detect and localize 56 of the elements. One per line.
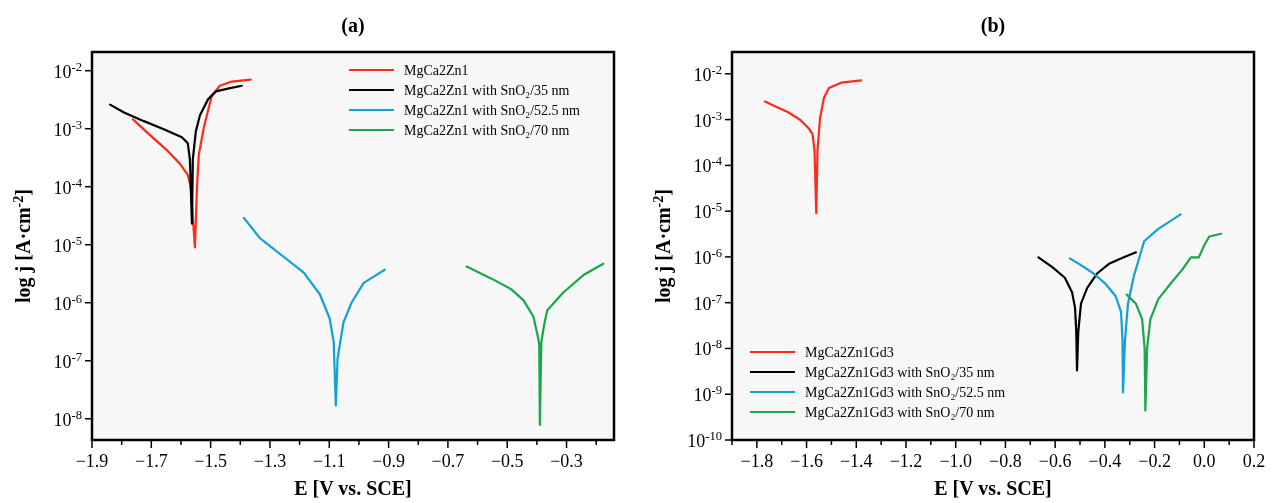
line-series: [1068, 213, 1182, 394]
x-tick-label: 0.2: [1242, 451, 1266, 471]
legend-label: MgCa2Zn1: [404, 63, 469, 78]
line-series: [242, 216, 386, 407]
x-tick-label: −1.1: [312, 451, 346, 471]
line-series: [763, 79, 863, 215]
x-tick-label: −0.8: [989, 451, 1022, 471]
y-tick-label: 10$^{-5}$: [693, 200, 722, 223]
x-tick-label: −1.6: [790, 451, 823, 471]
y-tick-label: 10$^{-6}$: [53, 291, 82, 314]
y-tick-label: 10$^{-8}$: [693, 337, 722, 360]
chart-title: (b): [980, 14, 1006, 37]
x-axis-title: E [V vs. SCE]: [294, 477, 412, 499]
x-axis-title: E [V vs. SCE]: [934, 477, 1052, 499]
line-series: [1037, 251, 1138, 372]
y-tick-label: 10$^{-5}$: [53, 233, 82, 256]
y-tick-label: 10$^{-10}$: [687, 429, 722, 451]
y-tick-label: 10$^{-6}$: [693, 245, 722, 268]
y-tick-label: 10$^{-7}$: [53, 349, 82, 372]
x-tick-label: −1.9: [75, 451, 109, 471]
x-tick-label: −0.2: [1138, 451, 1171, 471]
x-tick-label: −1.2: [889, 451, 923, 471]
y-tick-label: 10$^{-4}$: [53, 175, 83, 198]
y-tick-label: 10$^{-8}$: [53, 407, 82, 430]
x-tick-label: −0.4: [1088, 451, 1122, 471]
y-tick-label: 10$^{-4}$: [693, 154, 723, 177]
x-tick-label: −0.6: [1038, 451, 1072, 471]
legend-label: MgCa2Zn1 with SnO₂/52.5 nm: [404, 103, 581, 118]
y-tick-label: 10$^{-2}$: [693, 62, 722, 85]
legend-label: MgCa2Zn1Gd3 with SnO₂/70 nm: [805, 405, 995, 420]
x-tick-label: −0.3: [550, 451, 583, 471]
x-tick-label: −1.4: [839, 451, 873, 471]
x-tick-label: −1.8: [740, 451, 774, 471]
x-tick-label: 0.0: [1193, 451, 1216, 471]
legend-label: MgCa2Zn1Gd3: [805, 345, 894, 360]
legend-label: MgCa2Zn1Gd3 with SnO₂/52.5 nm: [805, 385, 1006, 400]
line-series: [108, 84, 243, 225]
line-series: [1125, 232, 1223, 412]
legend-label: MgCa2Zn1Gd3 with SnO₂/35 nm: [805, 365, 995, 380]
x-tick-label: −0.5: [490, 451, 524, 471]
line-series: [465, 262, 605, 427]
line-series: [131, 78, 252, 249]
y-tick-label: 10$^{-3}$: [53, 117, 82, 140]
y-tick-label: 10$^{-2}$: [53, 59, 82, 82]
x-tick-label: −1.0: [939, 451, 973, 471]
legend-label: MgCa2Zn1 with SnO₂/70 nm: [404, 123, 570, 138]
y-tick-label: 10$^{-7}$: [693, 291, 722, 314]
chart-title: (a): [341, 14, 365, 37]
legend-label: MgCa2Zn1 with SnO₂/35 nm: [404, 83, 570, 98]
x-tick-label: −1.7: [134, 451, 168, 471]
y-tick-label: 10$^{-9}$: [693, 383, 722, 406]
x-tick-label: −0.9: [372, 451, 405, 471]
x-tick-label: −1.3: [253, 451, 287, 471]
x-tick-label: −1.5: [194, 451, 227, 471]
x-tick-label: −0.7: [431, 451, 465, 471]
y-tick-label: 10$^{-3}$: [693, 108, 722, 131]
